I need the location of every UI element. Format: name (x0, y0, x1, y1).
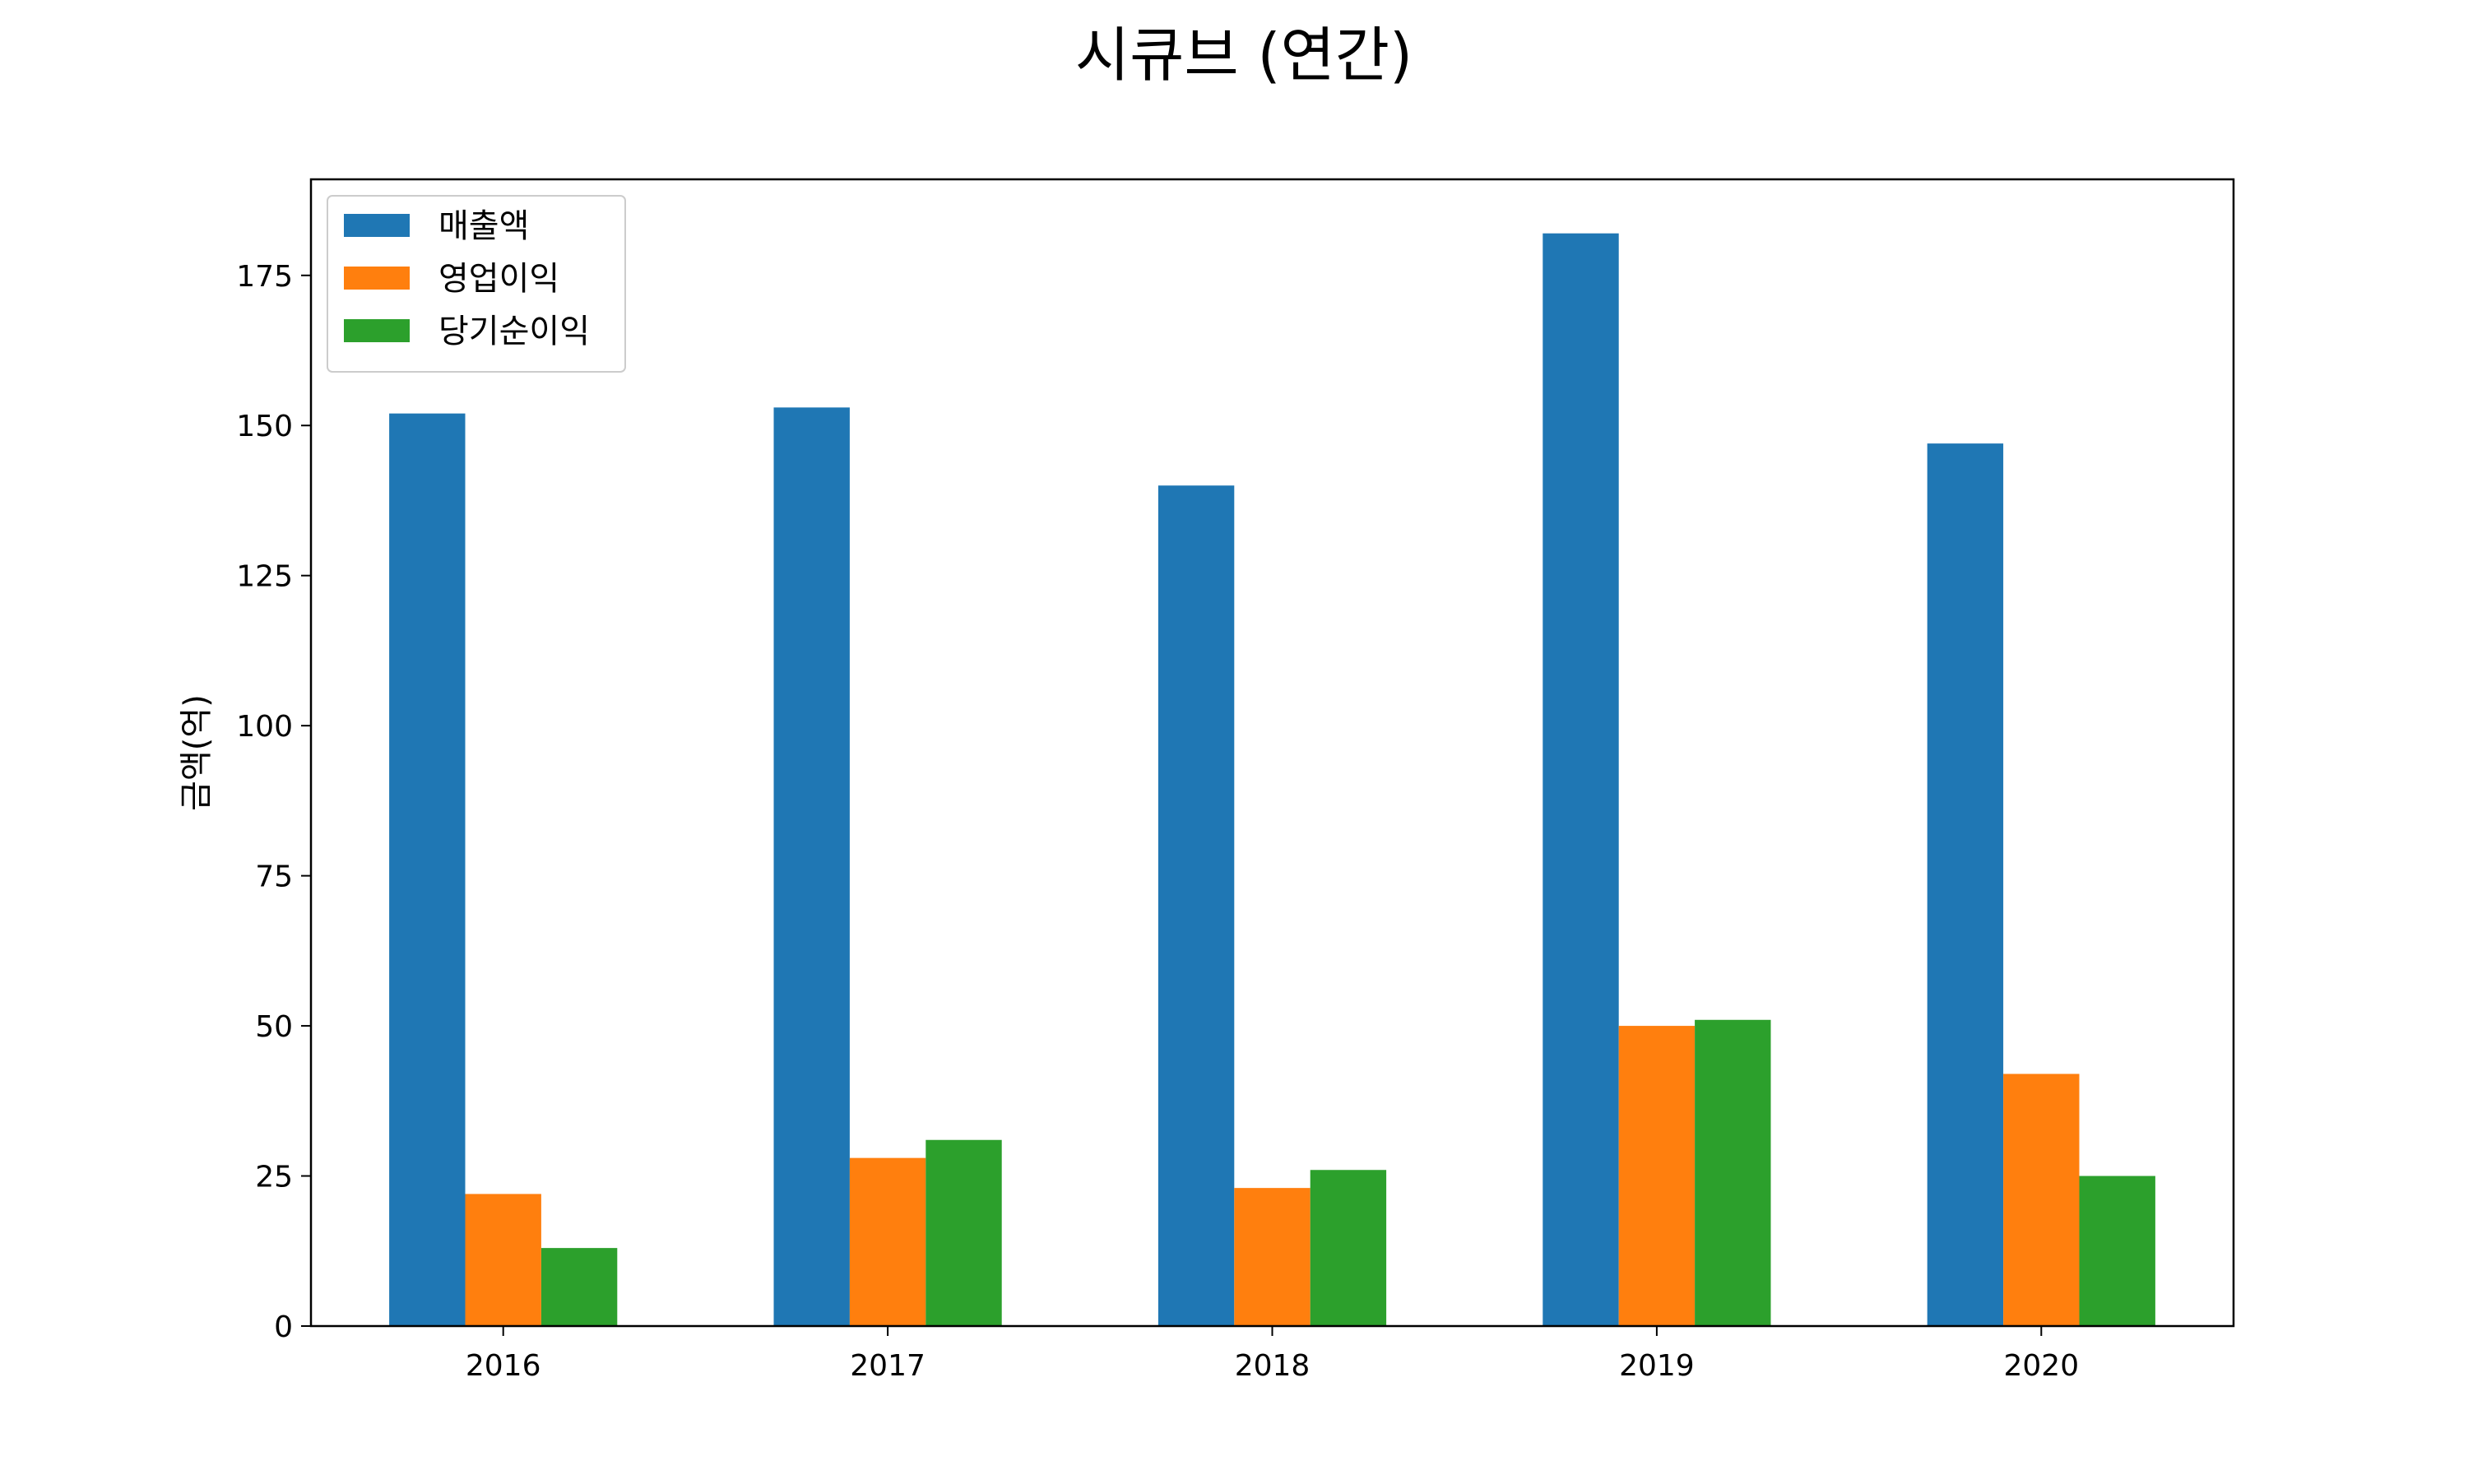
bar (1542, 233, 1619, 1327)
y-tick-label: 25 (255, 1161, 293, 1194)
legend-label: 매출액 (438, 207, 529, 245)
bar (1157, 485, 1235, 1326)
chart-title: 시큐브 (연간) (1075, 21, 1413, 90)
legend-label: 영업이익 (438, 260, 559, 298)
x-tick-label: 2019 (1619, 1349, 1695, 1383)
y-tick-label: 100 (236, 710, 293, 744)
y-tick-label: 50 (255, 1010, 293, 1044)
x-tick-label: 2017 (850, 1349, 926, 1383)
bar (1695, 1019, 1771, 1326)
bar (1618, 1026, 1696, 1326)
x-tick-label: 2020 (2003, 1349, 2079, 1383)
bar (465, 1194, 541, 1326)
legend-swatch (344, 214, 410, 237)
bar (2003, 1074, 2080, 1326)
bar (1927, 443, 2004, 1326)
legend-swatch (344, 267, 410, 290)
y-axis-label: 금액(억) (178, 694, 216, 811)
bar (773, 407, 850, 1327)
bar (926, 1139, 1002, 1326)
bar (389, 413, 466, 1326)
plot-area: 0 25 50 75 100 125 150 175 2016 2017 2018 2019 2020 금… (178, 178, 2235, 1383)
y-tick-label: 0 (274, 1310, 293, 1344)
y-tick-label: 125 (236, 560, 293, 594)
y-tick-label: 75 (255, 860, 293, 894)
bar (849, 1157, 926, 1326)
x-tick-label: 2018 (1235, 1349, 1311, 1383)
bar (1310, 1170, 1387, 1326)
y-tick-label: 175 (236, 260, 293, 294)
legend-label: 당기순이익 (438, 313, 590, 350)
bar (2079, 1176, 2155, 1326)
legend-swatch (344, 319, 410, 342)
bar (540, 1248, 618, 1326)
x-tick-label: 2016 (466, 1349, 541, 1383)
bar (1234, 1188, 1311, 1326)
y-tick-label: 150 (236, 410, 293, 443)
